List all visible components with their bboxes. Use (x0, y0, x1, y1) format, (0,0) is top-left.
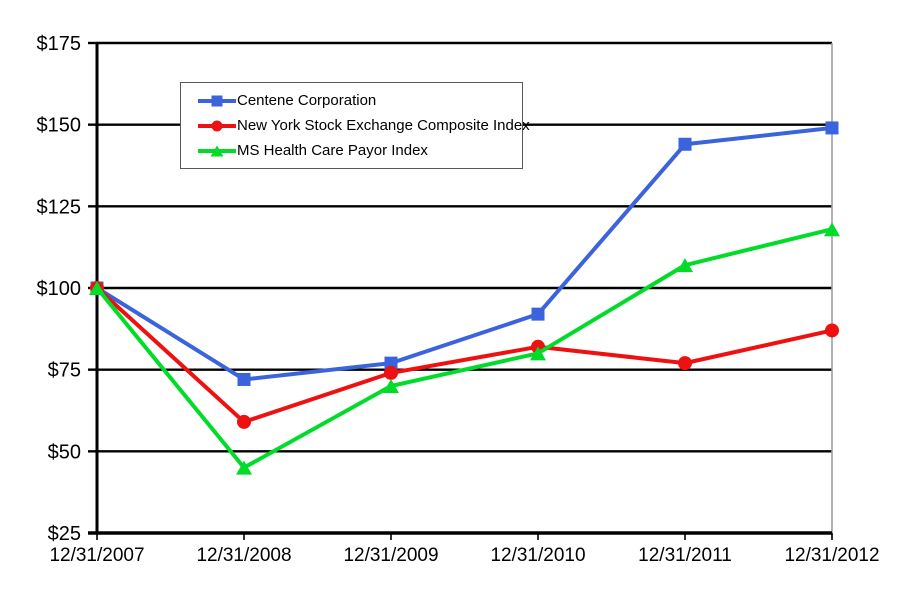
data-point-circle (825, 323, 839, 338)
data-point-circle (678, 356, 692, 371)
data-point-circle (237, 414, 251, 429)
legend-marker-glyph (198, 120, 236, 131)
y-tick-label: $75 (48, 360, 81, 382)
series-line-circle (95, 286, 834, 424)
red-circle-line-icon (198, 118, 236, 134)
x-tick-label: 12/31/2009 (343, 545, 438, 566)
legend-item-ms-health-care-payor: MS Health Care Payor Index (198, 142, 518, 159)
legend-label: New York Stock Exchange Composite Index (237, 117, 530, 134)
legend-label: Centene Corporation (237, 92, 377, 109)
data-point-triangle (677, 258, 693, 273)
data-point-triangle (89, 281, 105, 295)
y-tick-label: $25 (48, 523, 81, 545)
series-line-square (95, 125, 834, 382)
y-tick-label: $175 (37, 33, 82, 55)
y-tick-label: $50 (48, 441, 81, 463)
chart-legend: Centene Corporation New York Stock Excha… (180, 82, 530, 169)
data-point-circle (384, 365, 398, 380)
data-point-square (237, 372, 251, 386)
y-tick-label: $150 (37, 115, 82, 137)
x-tick-label: 12/31/2010 (490, 545, 585, 566)
data-point-square (531, 307, 545, 321)
x-tick-label: 12/31/2011 (638, 545, 732, 566)
legend-item-nyse-composite: New York Stock Exchange Composite Index (198, 117, 530, 134)
legend-marker-glyph (198, 145, 236, 156)
x-tick-label: 12/31/2008 (196, 545, 291, 566)
series-line-triangle (95, 227, 834, 470)
legend-marker-glyph (198, 95, 236, 106)
x-tick-label: 12/31/2007 (49, 545, 144, 566)
data-point-triangle (530, 346, 546, 361)
data-point-triangle (383, 379, 399, 393)
data-point-square (825, 121, 839, 135)
data-point-triangle (236, 460, 252, 475)
data-point-triangle (824, 222, 840, 237)
y-tick-label: $125 (37, 196, 82, 218)
y-tick-label: $100 (37, 278, 82, 300)
x-tick-label: 12/31/2012 (784, 545, 879, 566)
blue-square-line-icon (198, 93, 236, 109)
data-point-square (678, 137, 692, 151)
legend-label: MS Health Care Payor Index (237, 142, 428, 159)
green-triangle-line-icon (198, 143, 236, 159)
legend-item-centene: Centene Corporation (198, 92, 518, 109)
data-point-square (384, 356, 398, 370)
